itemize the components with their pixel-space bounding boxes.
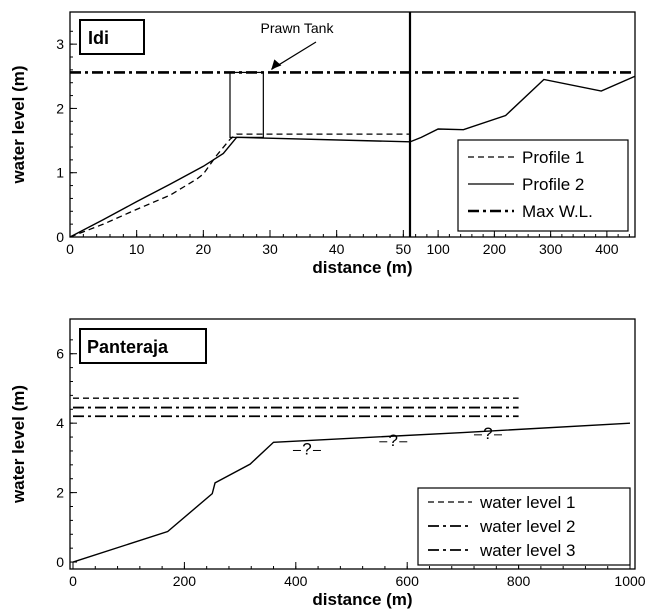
panteraja-x-tick-label: 400 (284, 573, 308, 589)
uncertain-level-mark: ? (483, 424, 492, 443)
idi-legend-box (457, 139, 629, 232)
idi-y-tick-label: 0 (56, 229, 64, 245)
uncertain-level-mark: ? (389, 431, 398, 450)
idi-x-axis-label: distance (m) (312, 258, 412, 277)
idi-y-tick-label: 1 (56, 165, 64, 181)
idi-x-tick-label: 0 (66, 241, 74, 257)
panteraja-x-tick-label: 600 (396, 573, 420, 589)
prawn-tank-arrowhead (271, 59, 282, 70)
idi-title-box (79, 19, 145, 55)
panteraja-x-axis-label: distance (m) (312, 590, 412, 609)
panteraja-title: Panteraja (87, 337, 169, 357)
idi-y-axis-label: water level (m) (9, 65, 28, 184)
idi-x-tick-label: 300 (539, 241, 563, 257)
panteraja-y-tick-label: 6 (56, 346, 64, 362)
idi-plot-frame (69, 11, 636, 238)
idi-y-tick-label: 2 (56, 100, 64, 116)
idi-title: Idi (88, 28, 109, 48)
prawn-tank-outline (229, 71, 264, 138)
idi-x-tick-label: 50 (396, 241, 412, 257)
idi-x-tick-label: 20 (196, 241, 212, 257)
idi-x-tick-label: 100 (426, 241, 450, 257)
idi-x-tick-label: 200 (483, 241, 507, 257)
idi-series-profile-2 (69, 136, 411, 238)
panteraja-legend-label: water level 3 (479, 541, 575, 560)
idi-x-tick-label: 40 (329, 241, 345, 257)
panteraja-y-axis-label: water level (m) (9, 385, 28, 504)
panteraja-y-tick-label: 4 (56, 415, 64, 431)
prawn-tank-label: Prawn Tank (261, 20, 335, 36)
panteraja-title-box (79, 328, 207, 364)
panteraja-x-tick-label: 800 (507, 573, 531, 589)
uncertain-level-mark: ? (302, 439, 311, 458)
panteraja-y-tick-label: 0 (56, 554, 64, 570)
idi-series-profile-2-right (409, 75, 636, 143)
idi-series-profile-1 (69, 133, 410, 238)
panteraja-x-tick-label: 200 (173, 573, 197, 589)
panteraja-ground-profile (72, 422, 631, 563)
panteraja-legend-label: water level 2 (479, 517, 575, 536)
idi-x-tick-label: 400 (595, 241, 619, 257)
panteraja-x-tick-label: 1000 (614, 573, 645, 589)
idi-legend-label: Max W.L. (522, 202, 593, 221)
idi-legend-label: Profile 2 (522, 175, 584, 194)
idi-y-tick-label: 3 (56, 36, 64, 52)
panteraja-plot-frame (69, 318, 636, 570)
panteraja-legend-label: water level 1 (479, 493, 575, 512)
idi-legend-label: Profile 1 (522, 148, 584, 167)
panteraja-x-tick-label: 0 (69, 573, 77, 589)
panteraja-y-tick-label: 2 (56, 485, 64, 501)
idi-x-tick-label: 30 (262, 241, 278, 257)
idi-x-tick-label: 10 (129, 241, 145, 257)
